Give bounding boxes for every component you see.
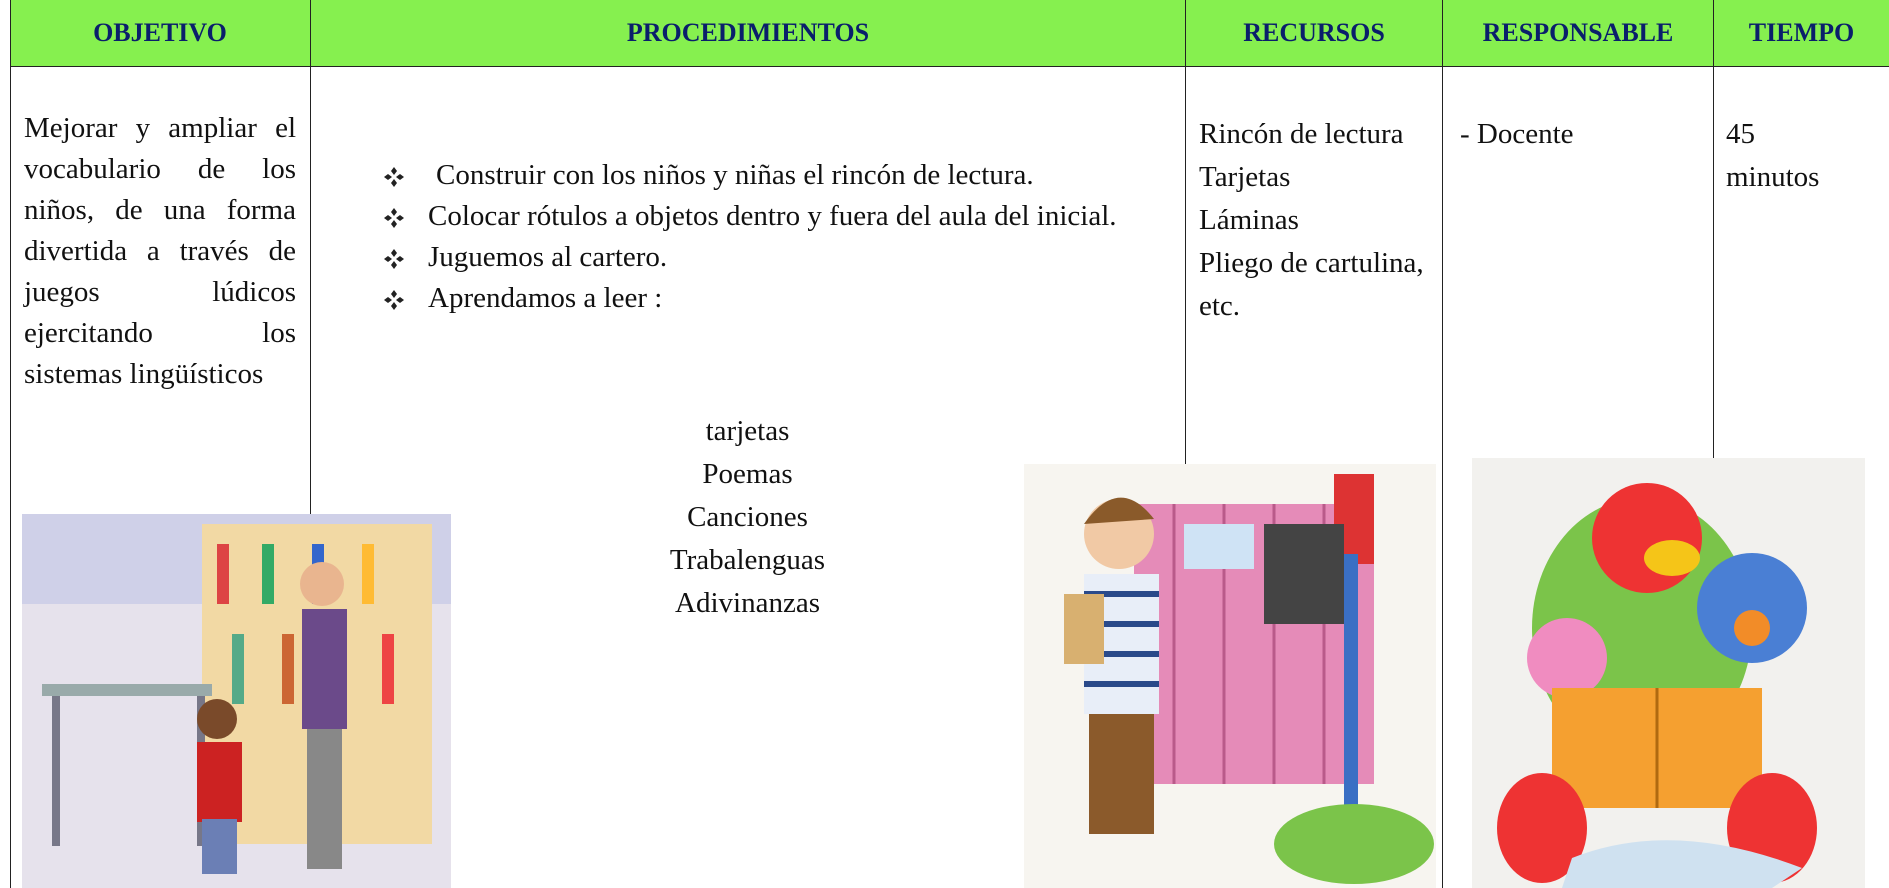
procedures: Construir con los niños y niñas el rincó… — [383, 155, 1158, 319]
header-cell: RECURSOS — [1186, 0, 1442, 66]
mailbox-illustration — [1024, 464, 1436, 888]
resources: Rincón de lectura Tarjetas Láminas Pliego d… — [1199, 113, 1429, 328]
reading-item: tarjetas — [705, 415, 790, 447]
reading-item: Trabalenguas — [669, 544, 826, 576]
bullet — [384, 167, 404, 187]
column-line — [1442, 0, 1443, 888]
procedure-item: Colocar rótulos a objetos dentro y fuera… — [383, 196, 1118, 237]
procedure-text: Aprendamos a leer : — [428, 282, 663, 314]
reading-item: Poemas — [702, 458, 793, 490]
procedure-item: Construir con los niños y niñas el rincó… — [383, 155, 1048, 196]
bullet — [384, 249, 404, 269]
time: 45 minutos — [1726, 118, 1820, 193]
reading-item: Adivinanzas — [675, 587, 820, 619]
bullet — [384, 208, 404, 228]
header-cell: PROCEDIMIENTOS — [311, 0, 1185, 66]
procedure-text: Juguemos al cartero. — [428, 241, 668, 273]
procedure-text: Construir con los niños y niñas el rincó… — [436, 159, 1034, 191]
column-line — [310, 0, 311, 888]
reading-illustration — [1472, 458, 1865, 888]
library-illustration — [22, 514, 451, 888]
bullet — [384, 290, 404, 310]
resource-item: Láminas — [1199, 204, 1299, 236]
procedure-item: Aprendamos a leer : — [383, 278, 1048, 319]
reading-items: tarjetas Poemas Canciones Trabalenguas Adivi… — [560, 410, 935, 625]
resource-item: Tarjetas — [1199, 161, 1291, 193]
procedure-text: Colocar rótulos a objetos dentro y fuera… — [428, 200, 1117, 232]
column-line — [1713, 0, 1714, 888]
header-cell: OBJETIVO — [10, 0, 310, 66]
header-cell: TIEMPO — [1714, 0, 1889, 66]
column-line — [1185, 0, 1186, 888]
column-line — [10, 0, 11, 888]
responsible: - Docente — [1460, 118, 1574, 150]
reading-item: Canciones — [687, 501, 808, 533]
header-cell: RESPONSABLE — [1443, 0, 1713, 66]
resource-item: Rincón de lectura — [1199, 118, 1404, 150]
resource-item: Pliego de cartulina, etc. — [1199, 247, 1424, 322]
procedure-item: Juguemos al cartero. — [383, 237, 1048, 278]
header-border — [10, 66, 1889, 67]
objective: Mejorar y ampliar el vocabulario de los … — [24, 112, 296, 390]
